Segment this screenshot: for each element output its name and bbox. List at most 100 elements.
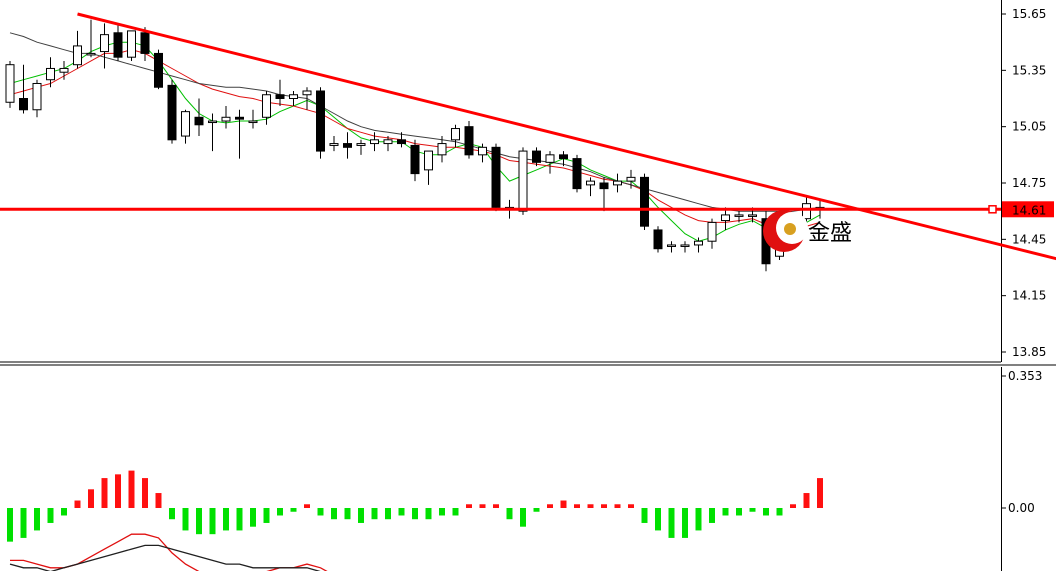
candle-body [383,139,393,145]
histogram-bar [47,508,54,523]
histogram-bar [695,508,702,531]
candle-body [437,143,447,156]
candle-body [559,154,568,160]
histogram-bar [128,470,135,508]
candle-body [640,176,649,227]
candle-body [194,116,204,126]
histogram-bar [223,508,229,531]
histogram-bar [452,508,459,516]
histogram-bar [182,508,189,531]
candle-body [667,244,676,247]
histogram-bar [142,478,148,508]
candle-body [46,67,55,81]
price-tick-label: 13.85 [1012,345,1046,359]
histogram-bar [614,504,621,508]
candle-body [572,158,582,190]
candle-body [613,180,622,186]
candle-body [140,32,150,54]
histogram-bar [506,508,513,520]
watermark-text: 金盛 [808,221,852,246]
histogram-bar [790,504,796,508]
candle-body [5,64,15,103]
histogram-bar [304,504,310,508]
candle-body [73,45,82,66]
histogram-bar [115,474,121,508]
candle-body [59,67,69,73]
histogram-bar [722,508,729,516]
candle-body [410,144,420,175]
oscillator-signal-line [10,533,632,571]
candle-body [329,143,339,146]
candle-body [586,180,595,186]
price-tick-label: 15.65 [1012,7,1046,21]
histogram-bar [155,493,162,508]
histogram-bar [493,504,499,508]
watermark-logo: 金盛 [763,210,852,252]
histogram-bar [574,504,580,508]
candle-body [626,176,636,182]
histogram-bar [628,504,634,508]
histogram-bar [20,508,27,538]
histogram-bar [817,478,823,508]
histogram-bar [479,504,486,508]
candle-body [248,120,258,124]
histogram-bar [425,508,432,520]
histogram-bar [74,500,81,508]
histogram-bar [547,504,553,508]
histogram-bar [439,508,445,516]
histogram-bar [776,508,783,516]
candle-body [734,214,744,217]
histogram-bar [317,508,324,516]
candle-body [451,128,460,141]
price-tick-label: 14.15 [1012,289,1046,303]
histogram-bar [250,508,256,527]
candle-body [478,146,487,156]
candle-body [707,221,717,242]
histogram-bar [749,508,756,512]
histogram-bar [209,508,216,535]
histogram-bar [371,508,378,520]
histogram-bar [736,508,742,516]
trend-line[interactable] [77,12,1056,264]
price-tick-label: 14.45 [1012,232,1046,246]
price-tick-label: 15.05 [1012,120,1046,134]
candle-body [302,90,312,96]
candle-body [127,30,136,58]
oscillator-signal-line [9,544,632,571]
histogram-bar [709,508,715,523]
histogram-bar [236,508,243,531]
candle-body [32,82,42,111]
oscillator-tick-label: 0.353 [1008,369,1042,383]
histogram-bar [533,508,540,512]
candle-body [275,94,285,100]
candle-body [464,126,474,156]
histogram-bar [290,508,297,512]
candle-body [802,203,811,220]
histogram-bar [466,504,472,508]
histogram-bar [7,508,13,542]
histogram-bar [263,508,270,523]
moving-average-line [9,49,821,229]
candle-body [599,182,609,190]
histogram-bar [196,508,202,535]
histogram-bar [88,489,94,508]
candle-body [532,150,541,163]
candle-body [208,120,217,124]
candle-body [167,84,177,141]
histogram-bar [412,508,418,520]
candle-body [491,146,501,208]
histogram-bar [358,508,364,523]
histogram-bar [398,508,405,516]
histogram-bar [682,508,688,538]
candle-body [653,229,663,250]
histogram-bar [560,500,567,508]
candle-body [356,143,366,146]
current-price-label: 14.61 [1012,203,1046,217]
candle-body [289,94,298,100]
candle-body [748,214,757,217]
histogram-bar [763,508,769,516]
candle-body [262,94,271,118]
histogram-bar [169,508,175,520]
moving-average-line [9,32,821,212]
candle-body [680,244,690,247]
